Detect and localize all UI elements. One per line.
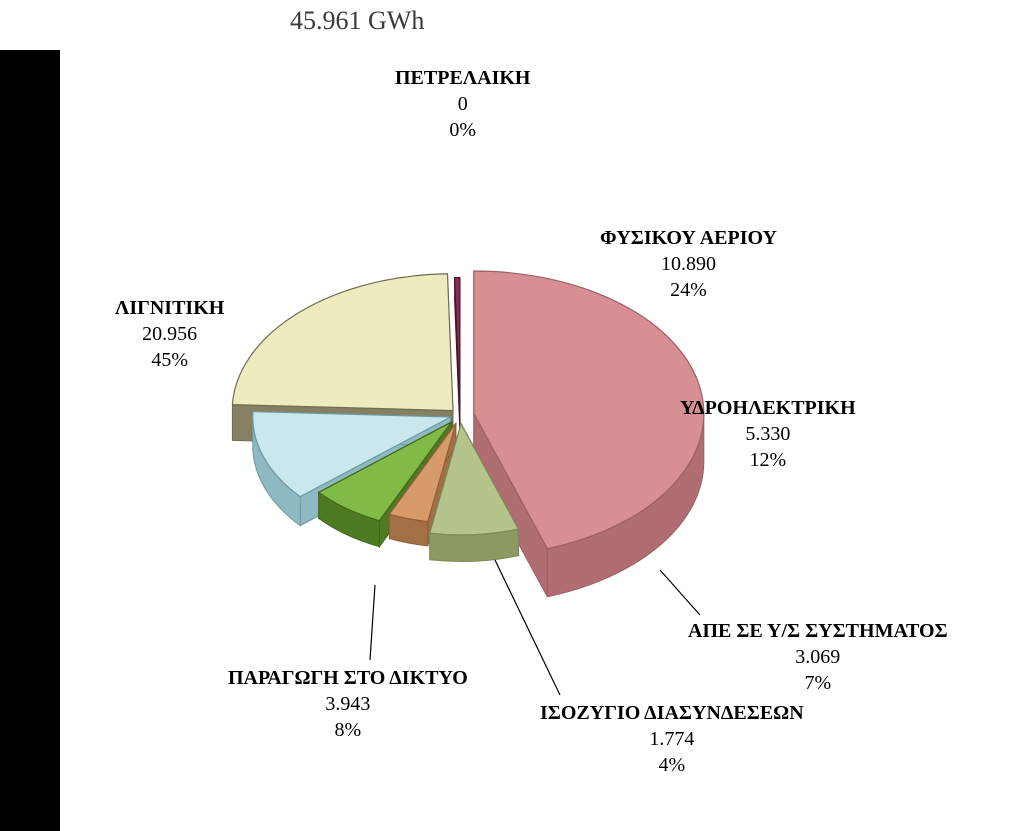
slice-name: ΠΑΡΑΓΩΓΗ ΣΤΟ ΔΙΚΤΥΟ	[228, 665, 468, 691]
slice-value: 5.330	[680, 421, 856, 447]
slice-percent: 4%	[540, 752, 804, 778]
slice-percent: 45%	[115, 347, 224, 373]
slice-label-lignite: ΛΙΓΝΙΤΙΚΗ20.95645%	[115, 295, 224, 373]
slice-name: ΙΣΟΖΥΓΙΟ ΔΙΑΣΥΝΔΕΣΕΩΝ	[540, 700, 804, 726]
slice-name: ΦΥΣΙΚΟΥ ΑΕΡΙΟΥ	[600, 225, 777, 251]
slice-value: 1.774	[540, 726, 804, 752]
slice-value: 20.956	[115, 321, 224, 347]
slice-value: 3.069	[688, 644, 948, 670]
slice-label-petro: ΠΕΤΡΕΛΑΙΚΗ00%	[395, 65, 530, 143]
pie-chart: 45.961 GWh ΛΙΓΝΙΤΙΚΗ20.95645% ΠΑΡΑΓΩΓΗ ΣΤ…	[0, 0, 1024, 831]
slice-value: 0	[395, 91, 530, 117]
slice-percent: 24%	[600, 277, 777, 303]
slice-label-res_sub: ΑΠΕ ΣΕ Υ/Σ ΣΥΣΤΗΜΑΤΟΣ3.0697%	[688, 618, 948, 696]
slice-name: ΑΠΕ ΣΕ Υ/Σ ΣΥΣΤΗΜΑΤΟΣ	[688, 618, 948, 644]
total-text: 45.961 GWh	[290, 6, 424, 35]
slice-name: ΠΕΤΡΕΛΑΙΚΗ	[395, 65, 530, 91]
slice-name: ΥΔΡΟΗΛΕΚΤΡΙΚΗ	[680, 395, 856, 421]
slice-value: 10.890	[600, 251, 777, 277]
slice-percent: 12%	[680, 447, 856, 473]
slice-name: ΛΙΓΝΙΤΙΚΗ	[115, 295, 224, 321]
slice-label-natgas: ΦΥΣΙΚΟΥ ΑΕΡΙΟΥ10.89024%	[600, 225, 777, 303]
slice-percent: 7%	[688, 670, 948, 696]
slice-percent: 0%	[395, 117, 530, 143]
slice-percent: 8%	[228, 717, 468, 743]
slice-label-hydro: ΥΔΡΟΗΛΕΚΤΡΙΚΗ5.33012%	[680, 395, 856, 473]
slice-value: 3.943	[228, 691, 468, 717]
chart-total-label: 45.961 GWh	[290, 4, 424, 38]
slice-label-intercon: ΙΣΟΖΥΓΙΟ ΔΙΑΣΥΝΔΕΣΕΩΝ1.7744%	[540, 700, 804, 778]
slice-label-grid_prod: ΠΑΡΑΓΩΓΗ ΣΤΟ ΔΙΚΤΥΟ3.9438%	[228, 665, 468, 743]
